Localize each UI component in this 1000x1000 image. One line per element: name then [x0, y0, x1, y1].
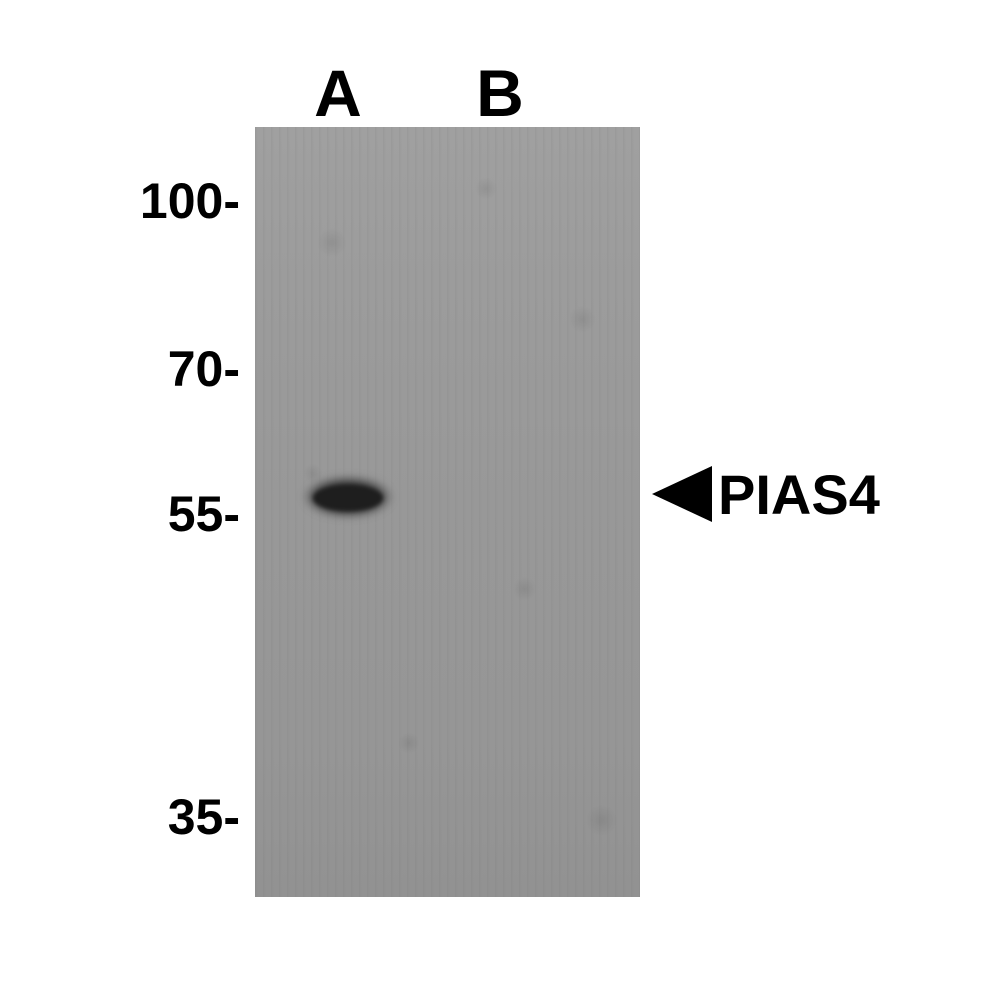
- marker-35: 35-: [168, 788, 240, 846]
- lane-a-label: A: [310, 55, 366, 131]
- marker-100: 100-: [140, 172, 240, 230]
- pias4-label: PIAS4: [718, 462, 880, 527]
- marker-70: 70-: [168, 340, 240, 398]
- arrow-icon: [652, 466, 712, 522]
- blot-streak: [255, 127, 640, 897]
- blot-membrane: [255, 127, 640, 897]
- lane-b-label: B: [472, 55, 528, 131]
- marker-55: 55-: [168, 485, 240, 543]
- pias4-arrow: [652, 466, 712, 527]
- pias4-band-core: [313, 485, 383, 511]
- western-blot-figure: A B 100- 70- 55- 35- PIAS4: [0, 0, 1000, 1000]
